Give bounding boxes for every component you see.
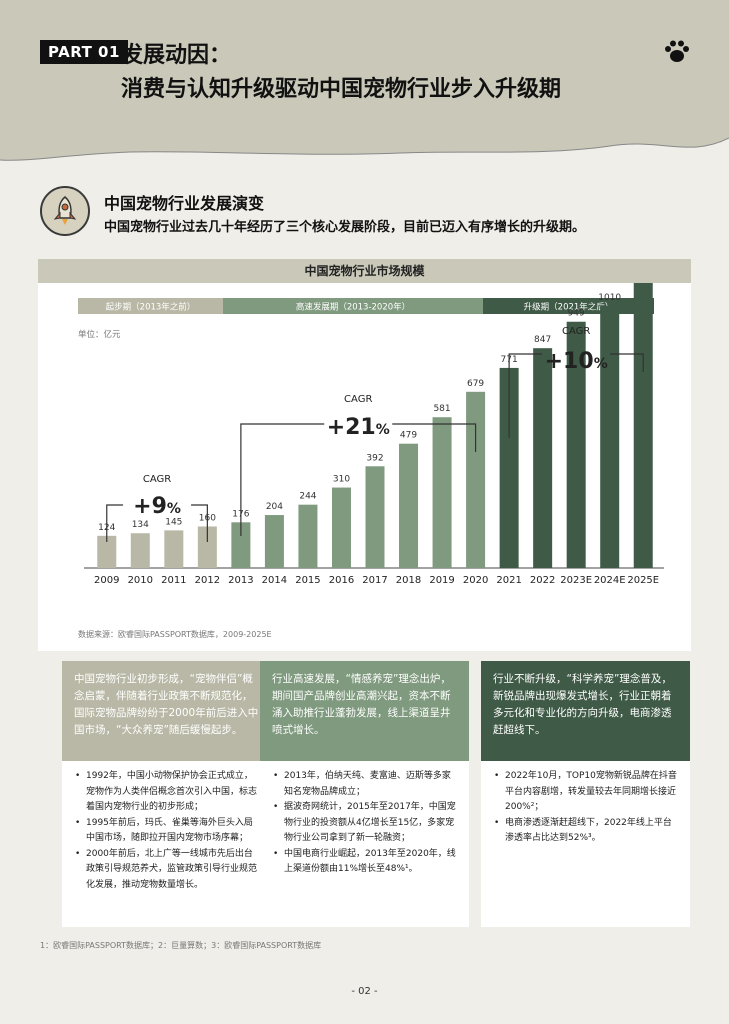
chart-source: 数据来源：欧睿国际PASSPORT数据库，2009-2025E [78,630,272,639]
bar [164,530,184,568]
rocket-icon [40,186,90,236]
cagr-bracket-right [191,504,208,542]
x-tick-label: 2019 [429,575,454,586]
cagr-value: +10% [545,349,608,374]
cagr-bracket-left [106,504,124,542]
x-tick-label: 2009 [94,575,119,586]
x-tick-label: 2016 [329,575,354,586]
x-tick-label: 2017 [362,575,387,586]
phase-summary: 行业高速发展，“情感养宠”理念出炉，期间国产品牌创业高潮兴起，资本不断涌入助推行… [260,661,469,761]
page-title-line1: 发展动因： [121,43,232,68]
bar-value-label: 847 [534,335,551,345]
bar [499,367,519,568]
cagr-bracket-right [392,423,477,452]
cagr-label: CAGR [562,326,590,337]
chart-title: 中国宠物行业市场规模 [38,259,691,283]
bar-value-label: 204 [266,502,283,512]
bar [97,535,117,568]
bar [633,283,653,568]
unit-label: 单位：亿元 [78,329,121,340]
list-item: 电商渗透逐渐赶超线下，2022年线上平台渗透率占比达到52%³。 [493,816,678,847]
x-tick-label: 2024E [594,575,626,586]
bar-value-label: 679 [467,379,484,389]
bar [197,526,217,568]
bar-value-label: 949 [568,309,585,319]
phase-column-upgrade: 行业不断升级，“科学养宠”理念普及，新锐品牌出现爆发式增长，行业正朝着多元化和专… [481,661,690,927]
cagr-bracket-left [240,423,325,536]
cagr-bracket-right [610,353,644,372]
cagr-unit: % [167,501,181,517]
phase-label: 升级期（2021年之后） [524,302,614,313]
x-tick-label: 2014 [262,575,287,586]
x-tick-label: 2015 [295,575,320,586]
bar-value-label: 310 [333,475,350,485]
bar [331,487,351,568]
phase-column-rapid-growth: 行业高速发展，“情感养宠”理念出炉，期间国产品牌创业高潮兴起，资本不断涌入助推行… [260,661,469,927]
cagr-label: CAGR [143,474,171,485]
x-tick-label: 2010 [128,575,153,586]
part-badge: PART 01 [40,40,128,64]
phase-details: 1992年，中国小动物保护协会正式成立，宠物作为人类伴侣概念首次引入中国，标志着… [62,761,271,927]
x-tick-label: 2025E [627,575,659,586]
x-tick-label: 2013 [228,575,253,586]
phase-label: 起步期（2013年之前） [106,302,196,313]
x-tick-label: 2023E [560,575,592,586]
section-title: 中国宠物行业发展演变 [104,194,265,213]
bar-value-label: 581 [433,404,450,414]
bar [298,504,318,568]
bar-value-label: 244 [299,492,316,502]
cagr-value: +9% [133,494,181,519]
phase-band [223,298,483,314]
bar [432,417,452,568]
bar-value-label: 1010 [598,293,621,303]
page-number: - 02 - [351,986,378,997]
bar-value-label: 134 [132,520,149,530]
bar [365,466,385,568]
section-subtitle: 中国宠物行业过去几十年经历了三个核心发展阶段，目前已迈入有序增长的升级期。 [104,220,586,235]
x-tick-label: 2012 [195,575,220,586]
phase-label: 高速发展期（2013-2020年） [296,302,410,313]
market-size-chart-card: 中国宠物行业市场规模 起步期（2013年之前） 高速发展期（2013-2020年）… [38,259,691,651]
cagr-value: +21% [327,415,390,440]
list-item: 2000年前后，北上广等一线城市先后出台政策引导规范养犬，监管政策引导行业规范化… [74,847,259,894]
phase-column-startup: 中国宠物行业初步形成，“宠物伴侣”概念启蒙，伴随着行业政策不断规范化，国际宠物品… [62,661,271,927]
cagr-bracket-left [508,353,543,438]
x-tick-label: 2020 [463,575,488,586]
phase-band [78,298,223,314]
phase-summary: 中国宠物行业初步形成，“宠物伴侣”概念启蒙，伴随着行业政策不断规范化，国际宠物品… [62,661,271,761]
bar [566,321,586,568]
phase-summary: 行业不断升级，“科学养宠”理念普及，新锐品牌出现爆发式增长，行业正朝着多元化和专… [481,661,690,761]
bar [399,443,419,568]
bar [231,522,251,568]
phase-details: 2013年，伯纳天纯、麦富迪、迈斯等多家知名宠物品牌成立； 据波奇网统计，201… [260,761,469,927]
x-tick-label: 2011 [161,575,186,586]
cagr-unit: % [376,422,390,438]
bar-value-label: 479 [400,431,417,441]
cagr-label: CAGR [344,394,372,405]
bar [466,391,486,568]
bar-value-label: 145 [165,517,182,527]
paw-icon [665,40,689,62]
header-background [0,0,729,161]
bar [533,348,553,568]
bar [600,305,620,568]
x-tick-label: 2018 [396,575,421,586]
page-header: PART 01 发展动因： 消费与认知升级驱动中国宠物行业步入升级期 [0,0,729,175]
list-item: 中国电商行业崛起，2013年至2020年，线上渠道份额由11%增长至48%¹。 [272,847,457,878]
cagr-unit: % [594,356,608,372]
phase-details: 2022年10月，TOP10宠物新锐品牌在抖音平台内容剧增，转发量较去年同期增长… [481,761,690,927]
bar [130,533,150,568]
bar-value-label: 392 [366,453,383,463]
x-tick-label: 2022 [530,575,555,586]
x-tick-label: 2021 [496,575,521,586]
bar [264,515,284,568]
list-item: 1992年，中国小动物保护协会正式成立，宠物作为人类伴侣概念首次引入中国，标志着… [74,769,259,816]
market-size-chart: 起步期（2013年之前） 高速发展期（2013-2020年） 升级期（2021年之后… [78,283,664,586]
list-item: 2013年，伯纳天纯、麦富迪、迈斯等多家知名宠物品牌成立； [272,769,457,800]
page-title-line2: 消费与认知升级驱动中国宠物行业步入升级期 [121,77,562,102]
footnote: 1：欧睿国际PASSPORT数据库；2：巨量算数；3：欧睿国际PASSPORT数… [40,941,322,950]
list-item: 据波奇网统计，2015年至2017年，中国宠物行业的投资额从4亿增长至15亿，多… [272,800,457,847]
list-item: 2022年10月，TOP10宠物新锐品牌在抖音平台内容剧增，转发量较去年同期增长… [493,769,678,816]
list-item: 1995年前后，玛氏、雀巢等海外巨头入局中国市场，随即拉开国内宠物市场序幕； [74,816,259,847]
